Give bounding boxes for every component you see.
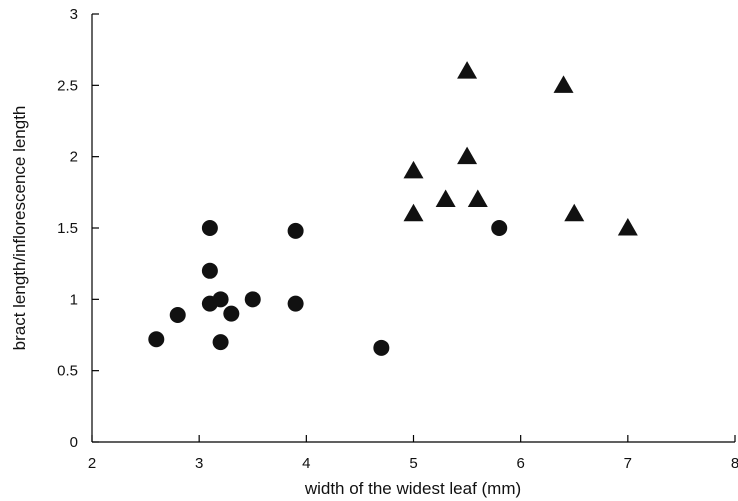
circle-point-11 bbox=[373, 339, 390, 356]
x-tick-label-2: 2 bbox=[88, 455, 96, 472]
triangle-point-4 bbox=[457, 146, 478, 165]
circle-point-5 bbox=[212, 291, 229, 308]
y-tick-label-2.5: 2.5 bbox=[57, 77, 78, 94]
x-tick-label-7: 7 bbox=[624, 455, 632, 472]
x-axis-title: width of the widest leaf (mm) bbox=[304, 479, 521, 498]
triangle-point-5 bbox=[467, 189, 488, 207]
triangle-point-2 bbox=[435, 189, 456, 207]
circle-point-3 bbox=[201, 262, 218, 279]
triangle-point-6 bbox=[553, 75, 574, 93]
triangle-point-3 bbox=[457, 61, 478, 79]
y-tick-label-1.5: 1.5 bbox=[57, 220, 78, 237]
y-tick-label-1: 1 bbox=[70, 291, 78, 308]
x-tick-label-5: 5 bbox=[409, 455, 417, 472]
circle-point-2 bbox=[201, 220, 218, 236]
y-tick-label-0.5: 0.5 bbox=[57, 363, 78, 380]
x-tick-label-4: 4 bbox=[302, 455, 310, 472]
data-marks bbox=[148, 61, 638, 356]
circle-point-9 bbox=[287, 222, 304, 239]
triangle-point-7 bbox=[564, 203, 585, 222]
triangle-point-1 bbox=[403, 203, 424, 222]
circle-point-10 bbox=[287, 295, 304, 312]
x-tick-label-6: 6 bbox=[516, 455, 524, 472]
y-tick-label-3: 3 bbox=[70, 6, 78, 23]
triangle-point-0 bbox=[403, 160, 424, 179]
circle-point-6 bbox=[212, 334, 229, 351]
x-tick-label-3: 3 bbox=[195, 455, 203, 472]
triangle-point-8 bbox=[617, 218, 638, 236]
circle-point-8 bbox=[244, 291, 261, 308]
circle-point-7 bbox=[223, 305, 240, 322]
y-tick-label-2: 2 bbox=[70, 149, 78, 166]
y-ticks: 0 0.5 1 1.5 2 2.5 3 bbox=[57, 6, 99, 451]
x-tick-label-8: 8 bbox=[731, 455, 738, 472]
x-ticks: 2 3 4 5 6 7 8 bbox=[88, 435, 738, 472]
circle-point-1 bbox=[169, 307, 186, 324]
y-tick-label-0: 0 bbox=[70, 434, 78, 451]
circle-point-12 bbox=[491, 220, 508, 236]
y-axis-title: bract length/inflorescence length bbox=[10, 106, 29, 351]
axes bbox=[91, 14, 735, 443]
circle-point-0 bbox=[148, 331, 165, 348]
